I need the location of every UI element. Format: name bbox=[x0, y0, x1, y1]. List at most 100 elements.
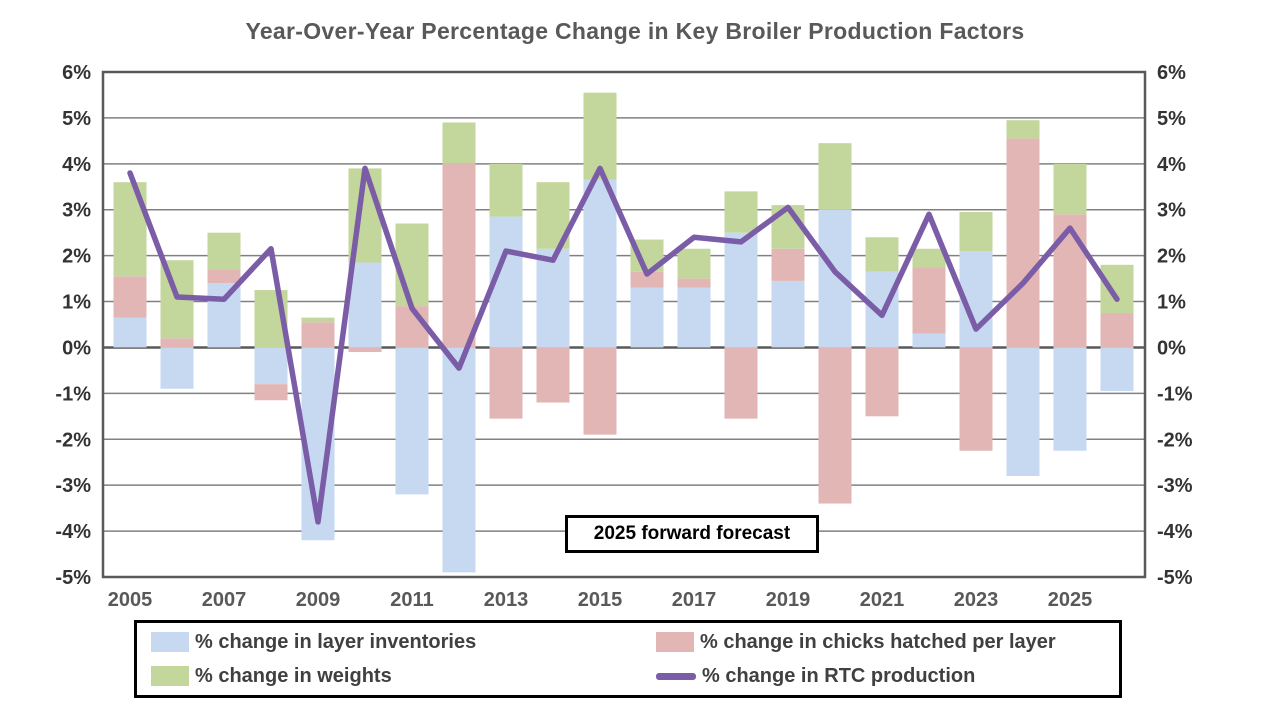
y-axis-right-tick--4%: -4% bbox=[1157, 521, 1193, 543]
bar-chicks_hatched-2022 bbox=[912, 267, 946, 334]
bar-layer_inventories-2007 bbox=[207, 283, 241, 348]
bar-layer_inventories-2015 bbox=[583, 179, 617, 348]
chicks-hatched-swatch-icon bbox=[656, 632, 694, 652]
bar-layer_inventories-2006 bbox=[160, 347, 194, 389]
y-axis-left-tick-1%: 1% bbox=[62, 292, 91, 314]
legend-label-rtc-production: % change in RTC production bbox=[702, 664, 976, 687]
bar-chicks_hatched-2025 bbox=[1053, 214, 1087, 348]
y-axis-left-tick-6%: 6% bbox=[62, 62, 91, 84]
legend-item-layer-inventories: % change in layer inventories bbox=[151, 631, 656, 654]
bar-chicks_hatched-2026 bbox=[1100, 313, 1134, 348]
bar-chicks_hatched-2016 bbox=[630, 271, 664, 288]
forecast-annotation-text: 2025 forward forecast bbox=[593, 523, 791, 544]
y-axis-left-tick-3%: 3% bbox=[62, 200, 91, 222]
bar-weights-2012 bbox=[442, 122, 476, 164]
x-axis-tick-2011: 2011 bbox=[390, 589, 433, 611]
bar-layer_inventories-2012 bbox=[442, 347, 476, 573]
bar-layer_inventories-2026 bbox=[1100, 347, 1134, 392]
bar-layer_inventories-2014 bbox=[536, 248, 570, 348]
bar-chicks_hatched-2017 bbox=[677, 278, 711, 288]
bar-chicks_hatched-2020 bbox=[818, 347, 852, 504]
y-axis-left-tick-0%: 0% bbox=[62, 337, 91, 359]
bar-chicks_hatched-2018 bbox=[724, 347, 758, 419]
y-axis-right-tick-1%: 1% bbox=[1157, 292, 1186, 314]
x-axis-tick-2009: 2009 bbox=[296, 589, 341, 611]
bar-weights-2013 bbox=[489, 163, 523, 217]
y-axis-right-tick-5%: 5% bbox=[1157, 108, 1186, 130]
bar-weights-2024 bbox=[1006, 120, 1040, 139]
bar-layer_inventories-2005 bbox=[113, 317, 147, 348]
bar-layer_inventories-2020 bbox=[818, 209, 852, 348]
x-axis-tick-2007: 2007 bbox=[202, 589, 247, 611]
bar-chicks_hatched-2010 bbox=[348, 347, 382, 353]
y-axis-right-tick--2%: -2% bbox=[1157, 429, 1193, 451]
y-axis-right-tick-4%: 4% bbox=[1157, 154, 1186, 176]
bar-weights-2015 bbox=[583, 92, 617, 180]
bar-chicks_hatched-2021 bbox=[865, 347, 899, 417]
bar-weights-2026 bbox=[1100, 264, 1134, 314]
bar-layer_inventories-2019 bbox=[771, 280, 805, 348]
bar-chicks_hatched-2023 bbox=[959, 347, 993, 451]
bar-layer_inventories-2025 bbox=[1053, 347, 1087, 451]
bar-chicks_hatched-2024 bbox=[1006, 138, 1040, 348]
bar-layer_inventories-2024 bbox=[1006, 347, 1040, 476]
bar-chicks_hatched-2015 bbox=[583, 347, 617, 435]
bar-chicks_hatched-2005 bbox=[113, 276, 147, 318]
x-axis-tick-2025: 2025 bbox=[1048, 589, 1093, 611]
bar-layer_inventories-2011 bbox=[395, 347, 429, 495]
x-axis-tick-2015: 2015 bbox=[578, 589, 623, 611]
y-axis-right-tick--3%: -3% bbox=[1157, 475, 1193, 497]
bar-weights-2011 bbox=[395, 223, 429, 307]
bar-weights-2021 bbox=[865, 237, 899, 272]
y-axis-left-tick--5%: -5% bbox=[55, 567, 91, 589]
weights-swatch-icon bbox=[151, 666, 189, 686]
bar-layer_inventories-2018 bbox=[724, 232, 758, 348]
bar-weights-2025 bbox=[1053, 163, 1087, 215]
x-axis-tick-2005: 2005 bbox=[108, 589, 153, 611]
rtc-production-line bbox=[127, 165, 1120, 525]
bar-weights-2017 bbox=[677, 248, 711, 279]
y-axis-left-tick-4%: 4% bbox=[62, 154, 91, 176]
y-axis-left-tick--2%: -2% bbox=[55, 429, 91, 451]
layer-inventories-swatch-icon bbox=[151, 632, 189, 652]
y-axis-left-tick--3%: -3% bbox=[55, 475, 91, 497]
bar-weights-2023 bbox=[959, 212, 993, 252]
bar-layer_inventories-2017 bbox=[677, 287, 711, 348]
plot-border bbox=[101, 70, 1147, 579]
chart-title: Year-Over-Year Percentage Change in Key … bbox=[245, 18, 1025, 44]
y-axis-left-tick--1%: -1% bbox=[55, 383, 91, 405]
y-axis-right-tick--5%: -5% bbox=[1157, 567, 1193, 589]
bar-chicks_hatched-2008 bbox=[254, 384, 288, 401]
x-axis-tick-2017: 2017 bbox=[672, 589, 717, 611]
bar-layer_inventories-2022 bbox=[912, 333, 946, 348]
y-axis-right-tick--1%: -1% bbox=[1157, 383, 1193, 405]
bar-weights-2007 bbox=[207, 232, 241, 270]
bar-layer_inventories-2008 bbox=[254, 347, 288, 385]
x-axis-tick-2023: 2023 bbox=[954, 589, 999, 611]
rtc-production-line-swatch-icon bbox=[656, 672, 696, 680]
legend-item-rtc-production: % change in RTC production bbox=[656, 665, 1119, 688]
bar-chicks_hatched-2007 bbox=[207, 269, 241, 284]
bar-weights-2020 bbox=[818, 143, 852, 210]
y-axis-left-tick--4%: -4% bbox=[55, 521, 91, 543]
x-axis-tick-2021: 2021 bbox=[860, 589, 905, 611]
bar-weights-2018 bbox=[724, 191, 758, 233]
y-axis-right-tick-2%: 2% bbox=[1157, 246, 1186, 268]
legend-item-chicks-hatched: % change in chicks hatched per layer bbox=[656, 631, 1119, 654]
bar-layer_inventories-2016 bbox=[630, 287, 664, 348]
bar-chicks_hatched-2014 bbox=[536, 347, 570, 403]
bar-layer_inventories-2010 bbox=[348, 262, 382, 348]
bar-weights-2022 bbox=[912, 248, 946, 268]
legend-label-weights: % change in weights bbox=[195, 664, 392, 687]
y-axis-right-tick-3%: 3% bbox=[1157, 200, 1186, 222]
legend-label-chicks-hatched: % change in chicks hatched per layer bbox=[700, 630, 1056, 653]
bar-chicks_hatched-2013 bbox=[489, 347, 523, 419]
legend-item-weights: % change in weights bbox=[151, 665, 656, 688]
bar-chicks_hatched-2009 bbox=[301, 322, 335, 348]
x-axis-tick-2013: 2013 bbox=[484, 589, 529, 611]
bar-chicks_hatched-2012 bbox=[442, 163, 476, 348]
y-axis-right-tick-6%: 6% bbox=[1157, 62, 1186, 84]
bar-chicks_hatched-2019 bbox=[771, 248, 805, 281]
bar-chicks_hatched-2006 bbox=[160, 338, 194, 348]
